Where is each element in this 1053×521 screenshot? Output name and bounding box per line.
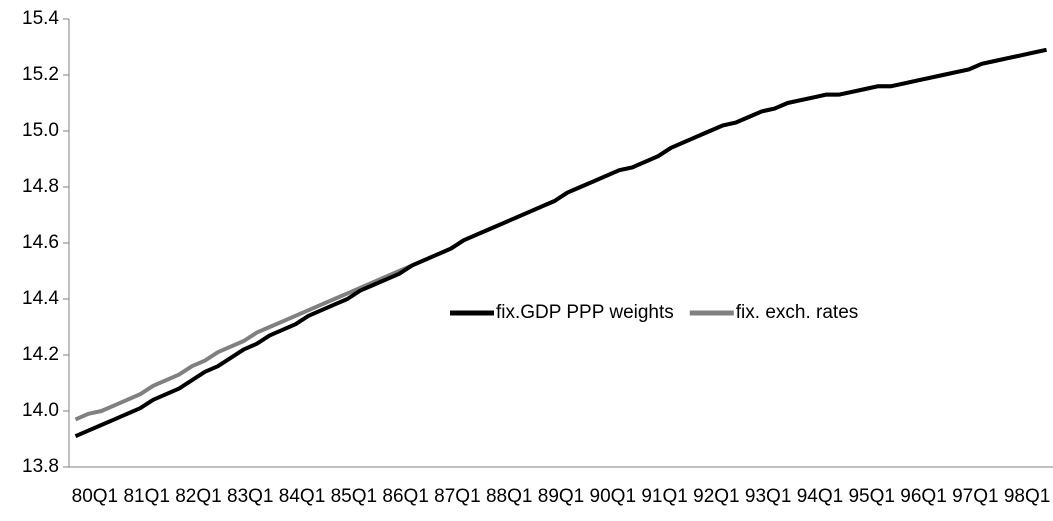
x-tick-label: 94Q1 (797, 486, 843, 507)
x-tick-label: 86Q1 (382, 486, 428, 507)
x-tick-label: 83Q1 (227, 486, 273, 507)
x-tick-label: 91Q1 (641, 486, 687, 507)
y-tick-label: 14.2 (22, 344, 59, 365)
x-tick-label: 93Q1 (745, 486, 791, 507)
y-tick-label: 14.4 (22, 288, 59, 309)
series-line (74, 47, 1047, 439)
y-tick-label: 13.8 (22, 456, 59, 477)
x-tick-label: 96Q1 (900, 486, 946, 507)
y-tick-label: 14.6 (22, 232, 59, 253)
x-tick-label: 87Q1 (434, 486, 480, 507)
x-tick-label: 90Q1 (590, 486, 636, 507)
x-tick-label: 85Q1 (331, 486, 377, 507)
x-tick-label: 88Q1 (486, 486, 532, 507)
legend-label: fix. exch. rates (736, 302, 859, 323)
x-tick-label: 97Q1 (952, 486, 998, 507)
x-tick-label: 80Q1 (72, 486, 118, 507)
legend-label: fix.GDP PPP weights (496, 302, 674, 323)
x-tick-label: 84Q1 (279, 486, 325, 507)
x-tick-label: 81Q1 (123, 486, 169, 507)
y-tick-label: 15.4 (22, 8, 59, 29)
y-tick-label: 14.0 (22, 400, 59, 421)
y-tick-label: 14.8 (22, 176, 59, 197)
y-tick-label: 15.0 (22, 120, 59, 141)
y-tick-label: 15.2 (22, 64, 59, 85)
x-tick-label: 92Q1 (693, 486, 739, 507)
x-tick-label: 82Q1 (175, 486, 221, 507)
x-tick-label: 95Q1 (848, 486, 894, 507)
x-tick-label: 98Q1 (1004, 486, 1050, 507)
x-tick-label: 89Q1 (538, 486, 584, 507)
